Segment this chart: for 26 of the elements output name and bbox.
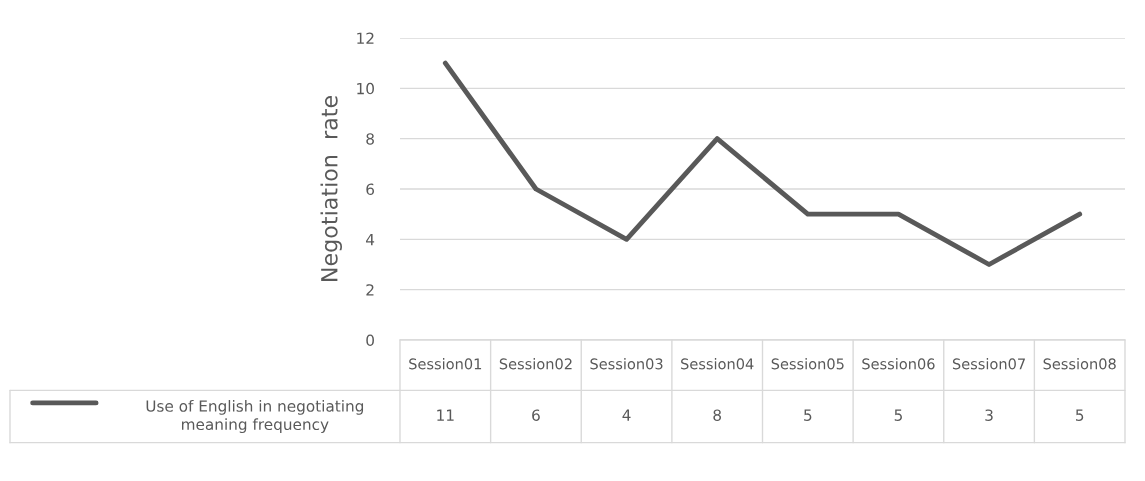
y-tick-label: 8 [366,133,374,145]
x-tick-label: Session06 [862,358,935,370]
x-tick-label: Session01 [409,358,482,370]
data-label: 8 [713,409,721,421]
x-tick-label: Session04 [681,358,754,370]
y-tick-label: 12 [357,32,374,44]
data-label: 11 [437,409,454,421]
y-tick-label: 4 [366,234,375,246]
x-tick-label: Session08 [1043,358,1116,370]
data-label: 5 [894,409,902,421]
data-label: 5 [804,409,812,421]
x-tick-label: Session02 [499,358,572,370]
x-tick-label: Session07 [952,358,1025,370]
data-label: 6 [532,409,540,421]
y-axis-title: Negotiation rate [320,96,342,281]
text: Use of English in negotiating meaning frequency [146,399,364,434]
y-tick-label: 0 [366,334,374,347]
data-label: 5 [1076,409,1084,421]
data-label: 4 [622,409,631,421]
x-tick-label: Session03 [590,358,663,370]
y-tick-label: 2 [366,284,374,296]
x-tick-label: Session05 [771,358,844,370]
y-tick-label: 10 [357,82,374,95]
y-tick-label: 6 [366,183,375,196]
line-series [442,60,1083,267]
data-label: 3 [985,409,993,421]
